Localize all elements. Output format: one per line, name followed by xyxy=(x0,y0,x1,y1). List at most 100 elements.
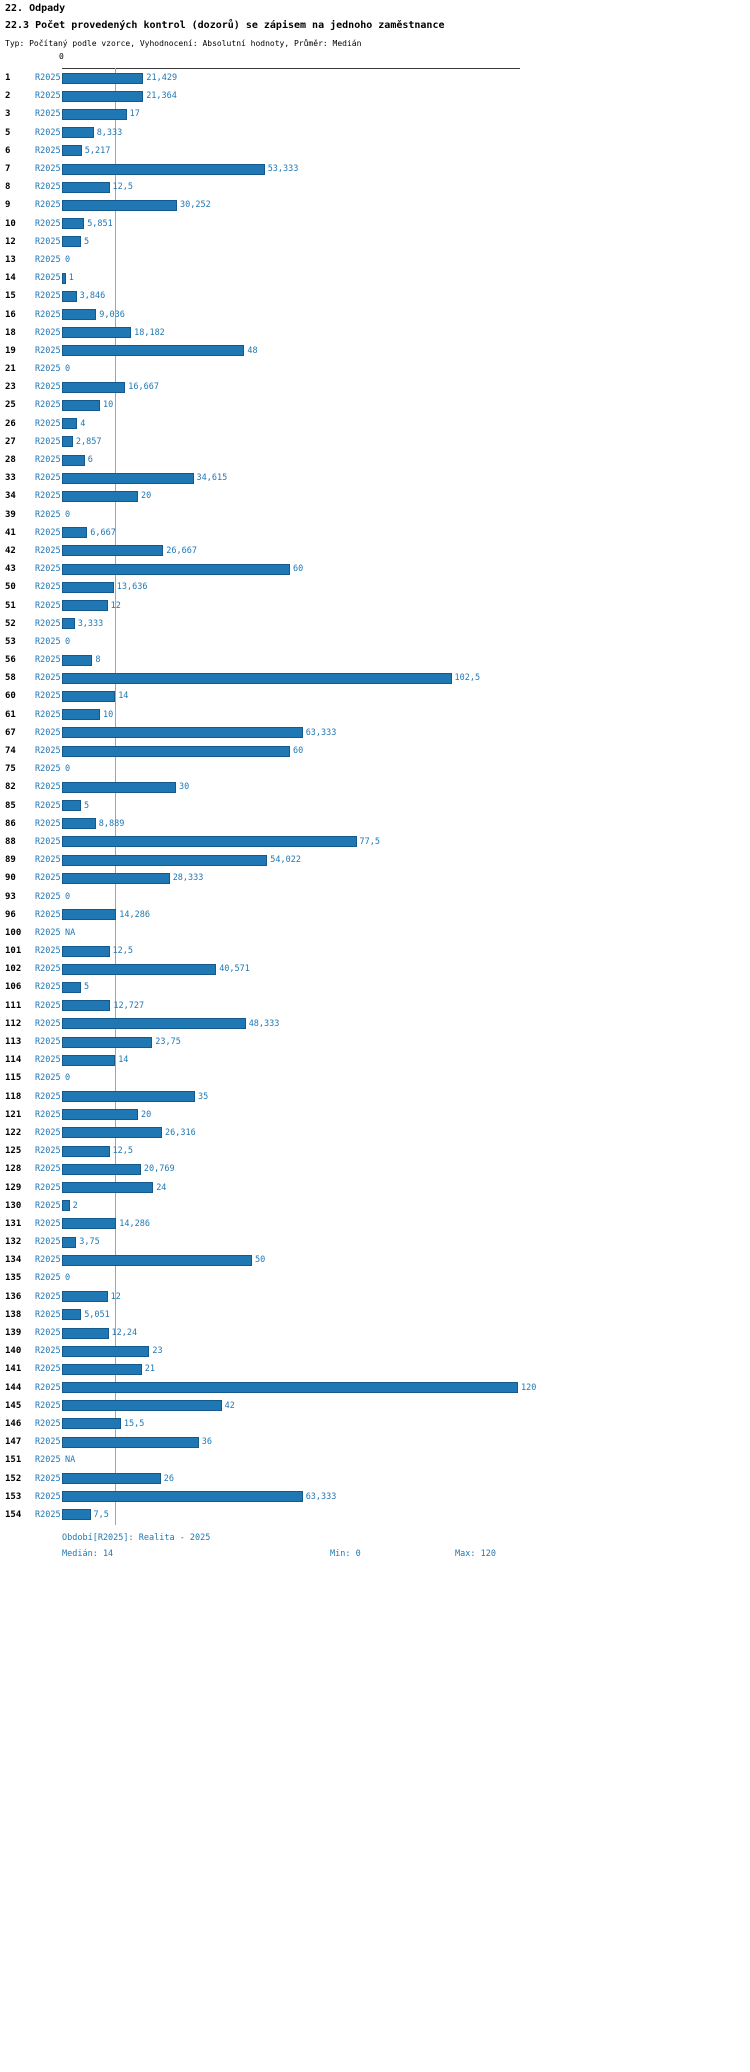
bar xyxy=(62,1018,246,1030)
value-label: 60 xyxy=(293,564,304,575)
series-label: R2025 xyxy=(35,709,61,720)
row-id: 41 xyxy=(5,527,16,538)
bar-row: 134 R2025 50 xyxy=(0,1251,750,1269)
bar-row: 102 R2025 40,571 xyxy=(0,960,750,978)
bar-row: 106 R2025 5 xyxy=(0,978,750,996)
value-label: 12 xyxy=(110,1291,121,1302)
bar-track: 2,857 xyxy=(62,433,750,451)
bar-row: 12 R2025 5 xyxy=(0,233,750,251)
bar xyxy=(62,654,93,666)
bar-track: 8,333 xyxy=(62,124,750,142)
bar-track: 77,5 xyxy=(62,833,750,851)
bar xyxy=(62,72,144,84)
series-label: R2025 xyxy=(35,1382,61,1393)
row-id: 67 xyxy=(5,727,16,738)
bar-row: 58 R2025 102,5 xyxy=(0,669,750,687)
series-label: R2025 xyxy=(35,636,61,647)
bar-row: 89 R2025 54,022 xyxy=(0,851,750,869)
bar xyxy=(62,1036,153,1048)
bar-track: 0 xyxy=(62,251,750,269)
bar-row: 153 R2025 63,333 xyxy=(0,1488,750,1506)
bar-row: 28 R2025 6 xyxy=(0,451,750,469)
bar-track: 10 xyxy=(62,706,750,724)
bar xyxy=(62,163,265,175)
bar xyxy=(62,836,357,848)
bar-row: 61 R2025 10 xyxy=(0,706,750,724)
bar-track: 5 xyxy=(62,233,750,251)
row-id: 89 xyxy=(5,855,16,866)
bar xyxy=(62,945,110,957)
footer-min: Min: 0 xyxy=(330,1549,361,1559)
series-label: R2025 xyxy=(35,545,61,556)
row-id: 7 xyxy=(5,164,11,175)
bar-row: 128 R2025 20,769 xyxy=(0,1160,750,1178)
value-label: 14,286 xyxy=(119,1218,151,1229)
bar-row: 25 R2025 10 xyxy=(0,396,750,414)
bar-row: 10 R2025 5,851 xyxy=(0,215,750,233)
bar-track: 15,5 xyxy=(62,1415,750,1433)
section-title: 22. Odpady xyxy=(5,3,66,14)
bar xyxy=(62,127,94,139)
footer-stats: Medián: 14 Min: 0 Max: 120 xyxy=(0,1549,750,1563)
series-label: R2025 xyxy=(35,1055,61,1066)
value-label: 5 xyxy=(84,236,90,247)
value-label: 10 xyxy=(103,400,114,411)
series-label: R2025 xyxy=(35,309,61,320)
value-label: 28,333 xyxy=(172,873,204,884)
row-id: 34 xyxy=(5,491,16,502)
bar-track: 0 xyxy=(62,1269,750,1287)
bar xyxy=(62,345,245,357)
bar-row: 75 R2025 0 xyxy=(0,760,750,778)
bar-row: 129 R2025 24 xyxy=(0,1178,750,1196)
value-label: 3,75 xyxy=(79,1237,100,1248)
bar-row: 112 R2025 48,333 xyxy=(0,1015,750,1033)
footer-max: Max: 120 xyxy=(455,1549,496,1559)
bar-row: 151 R2025 NA xyxy=(0,1451,750,1469)
series-label: R2025 xyxy=(35,382,61,393)
value-label: 5,217 xyxy=(84,145,111,156)
row-id: 138 xyxy=(5,1309,22,1320)
row-id: 14 xyxy=(5,273,16,284)
value-label: 12,24 xyxy=(111,1328,138,1339)
value-label: 30,252 xyxy=(180,200,211,211)
row-id: 100 xyxy=(5,927,22,938)
series-label: R2025 xyxy=(35,818,61,829)
x-axis-line xyxy=(62,68,520,69)
row-id: 121 xyxy=(5,1109,22,1120)
value-label: 26,316 xyxy=(165,1127,196,1138)
series-label: R2025 xyxy=(35,655,61,666)
bar xyxy=(62,145,82,157)
value-label: 12 xyxy=(110,600,121,611)
bar-row: 5 R2025 8,333 xyxy=(0,124,750,142)
value-label: 0 xyxy=(65,1273,71,1284)
bar xyxy=(62,545,164,557)
row-id: 12 xyxy=(5,236,16,247)
bar-track: 53,333 xyxy=(62,160,750,178)
bar-track: 8 xyxy=(62,651,750,669)
row-id: 147 xyxy=(5,1437,22,1448)
bar xyxy=(62,381,126,393)
series-label: R2025 xyxy=(35,345,61,356)
row-id: 122 xyxy=(5,1127,22,1138)
bar xyxy=(62,1418,121,1430)
series-label: R2025 xyxy=(35,400,61,411)
row-id: 111 xyxy=(5,1000,22,1011)
chart-subtitle: Typ: Počítaný podle vzorce, Vyhodnocení:… xyxy=(5,39,362,48)
series-label: R2025 xyxy=(35,964,61,975)
value-label: 102,5 xyxy=(454,673,481,684)
value-label: 9,036 xyxy=(99,309,125,320)
bar xyxy=(62,1127,162,1139)
bar xyxy=(62,963,217,975)
value-label: 3,846 xyxy=(79,291,106,302)
series-label: R2025 xyxy=(35,327,61,338)
bar-row: 51 R2025 12 xyxy=(0,596,750,614)
bar-row: 101 R2025 12,5 xyxy=(0,942,750,960)
series-label: R2025 xyxy=(35,600,61,611)
bar xyxy=(62,327,132,339)
value-label: 16,667 xyxy=(128,382,160,393)
bar xyxy=(62,218,85,230)
series-label: R2025 xyxy=(35,1328,61,1339)
bar-track: 12,5 xyxy=(62,178,750,196)
bar-track: 2 xyxy=(62,1197,750,1215)
series-label: R2025 xyxy=(35,764,61,775)
